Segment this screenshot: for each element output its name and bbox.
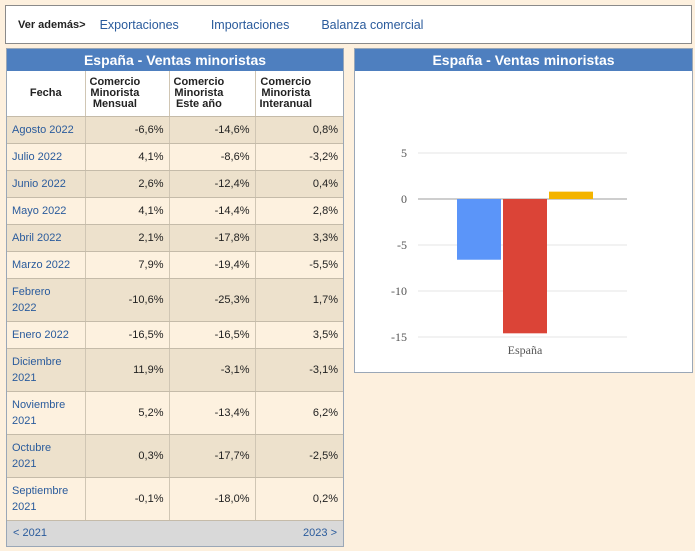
header-fecha: Fecha — [7, 71, 86, 117]
table-row: Mayo 2022 4,1% -14,4% 2,8% — [7, 197, 343, 225]
row-mensual: 5,2% — [85, 391, 170, 435]
row-date[interactable]: Febrero 2022 — [7, 278, 86, 322]
table-row: Septiembre 2021 -0,1% -18,0% 0,2% — [7, 477, 343, 521]
row-mensual: -6,6% — [85, 116, 170, 144]
row-mensual: 7,9% — [85, 251, 170, 279]
row-mensual: 4,1% — [85, 143, 170, 171]
bar-series-1 — [457, 199, 501, 260]
table-pagination-row: < 2021 2023 > — [7, 520, 343, 546]
row-interanual: -3,2% — [255, 143, 343, 171]
row-este-ano: -13,4% — [169, 391, 256, 435]
row-date[interactable]: Julio 2022 — [7, 143, 86, 171]
row-interanual: -5,5% — [255, 251, 343, 279]
row-date[interactable]: Mayo 2022 — [7, 197, 86, 225]
table-row: Junio 2022 2,6% -12,4% 0,4% — [7, 170, 343, 198]
x-tick-label: España — [508, 343, 543, 357]
y-tick-label: -10 — [391, 284, 407, 298]
row-interanual: 0,4% — [255, 170, 343, 198]
table-row: Abril 2022 2,1% -17,8% 3,3% — [7, 224, 343, 252]
table-row: Febrero 2022 -10,6% -25,3% 1,7% — [7, 278, 343, 322]
header-este-ano: Comercio Minorista Este año — [169, 71, 256, 117]
row-date[interactable]: Septiembre 2021 — [7, 477, 86, 521]
table-row: Enero 2022 -16,5% -16,5% 3,5% — [7, 321, 343, 349]
y-tick-label: -15 — [391, 330, 407, 344]
row-este-ano: -17,7% — [169, 434, 256, 478]
row-este-ano: -14,6% — [169, 116, 256, 144]
row-mensual: 4,1% — [85, 197, 170, 225]
row-date[interactable]: Octubre 2021 — [7, 434, 86, 478]
table-row: Octubre 2021 0,3% -17,7% -2,5% — [7, 434, 343, 478]
row-este-ano: -14,4% — [169, 197, 256, 225]
row-mensual: 0,3% — [85, 434, 170, 478]
row-date[interactable]: Abril 2022 — [7, 224, 86, 252]
header-mensual: Comercio Minorista Mensual — [85, 71, 170, 117]
row-interanual: 3,3% — [255, 224, 343, 252]
row-este-ano: -18,0% — [169, 477, 256, 521]
row-date[interactable]: Marzo 2022 — [7, 251, 86, 279]
row-este-ano: -12,4% — [169, 170, 256, 198]
table-row: Julio 2022 4,1% -8,6% -3,2% — [7, 143, 343, 171]
table-row: Noviembre 2021 5,2% -13,4% 6,2% — [7, 391, 343, 435]
row-interanual: 0,8% — [255, 116, 343, 144]
previous-year-link[interactable]: < 2021 — [13, 527, 47, 540]
next-year-link[interactable]: 2023 > — [303, 527, 337, 540]
bar-series-3 — [549, 191, 593, 199]
link-exportaciones[interactable]: Exportaciones — [99, 17, 179, 32]
retail-sales-chart-panel: España - Ventas minoristas 5 0 -5 -10 -15 Esp… — [354, 48, 693, 373]
row-date[interactable]: Noviembre 2021 — [7, 391, 86, 435]
row-mensual: -10,6% — [85, 278, 170, 322]
bar-series-2 — [503, 199, 547, 334]
header-interanual: Comercio Minorista Interanual — [255, 71, 343, 117]
row-mensual: 2,1% — [85, 224, 170, 252]
retail-sales-table: Fecha Comercio Minorista Mensual Comercio M… — [7, 71, 343, 546]
row-este-ano: -3,1% — [169, 348, 256, 392]
see-also-label: Ver además> — [18, 18, 86, 31]
table-row: Marzo 2022 7,9% -19,4% -5,5% — [7, 251, 343, 279]
row-mensual: -0,1% — [85, 477, 170, 521]
see-also-bar: Ver además> Exportaciones Importaciones … — [5, 5, 692, 44]
row-interanual: 0,2% — [255, 477, 343, 521]
row-este-ano: -17,8% — [169, 224, 256, 252]
row-mensual: 2,6% — [85, 170, 170, 198]
table-row: Agosto 2022 -6,6% -14,6% 0,8% — [7, 116, 343, 144]
retail-sales-bar-chart: 5 0 -5 -10 -15 España — [391, 146, 627, 357]
row-mensual: 11,9% — [85, 348, 170, 392]
table-header-row: Fecha Comercio Minorista Mensual Comercio M… — [7, 71, 343, 117]
row-mensual: -16,5% — [85, 321, 170, 349]
row-date[interactable]: Enero 2022 — [7, 321, 86, 349]
row-date[interactable]: Junio 2022 — [7, 170, 86, 198]
link-balanza-comercial[interactable]: Balanza comercial — [321, 17, 424, 32]
row-este-ano: -25,3% — [169, 278, 256, 322]
row-interanual: -2,5% — [255, 434, 343, 478]
row-date[interactable]: Diciembre 2021 — [7, 348, 86, 392]
row-este-ano: -8,6% — [169, 143, 256, 171]
link-importaciones[interactable]: Importaciones — [210, 17, 290, 32]
row-interanual: 1,7% — [255, 278, 343, 322]
y-tick-label: -5 — [397, 238, 407, 252]
y-tick-label: 0 — [401, 192, 407, 206]
retail-sales-table-panel: España - Ventas minoristas Fecha Comerci… — [6, 48, 344, 547]
row-date[interactable]: Agosto 2022 — [7, 116, 86, 144]
table-row: Diciembre 2021 11,9% -3,1% -3,1% — [7, 348, 343, 392]
table-title: España - Ventas minoristas — [7, 49, 343, 71]
row-interanual: 2,8% — [255, 197, 343, 225]
row-este-ano: -16,5% — [169, 321, 256, 349]
y-tick-label: 5 — [401, 146, 407, 160]
row-interanual: -3,1% — [255, 348, 343, 392]
row-interanual: 6,2% — [255, 391, 343, 435]
row-este-ano: -19,4% — [169, 251, 256, 279]
row-interanual: 3,5% — [255, 321, 343, 349]
chart-title: España - Ventas minoristas — [355, 49, 692, 71]
